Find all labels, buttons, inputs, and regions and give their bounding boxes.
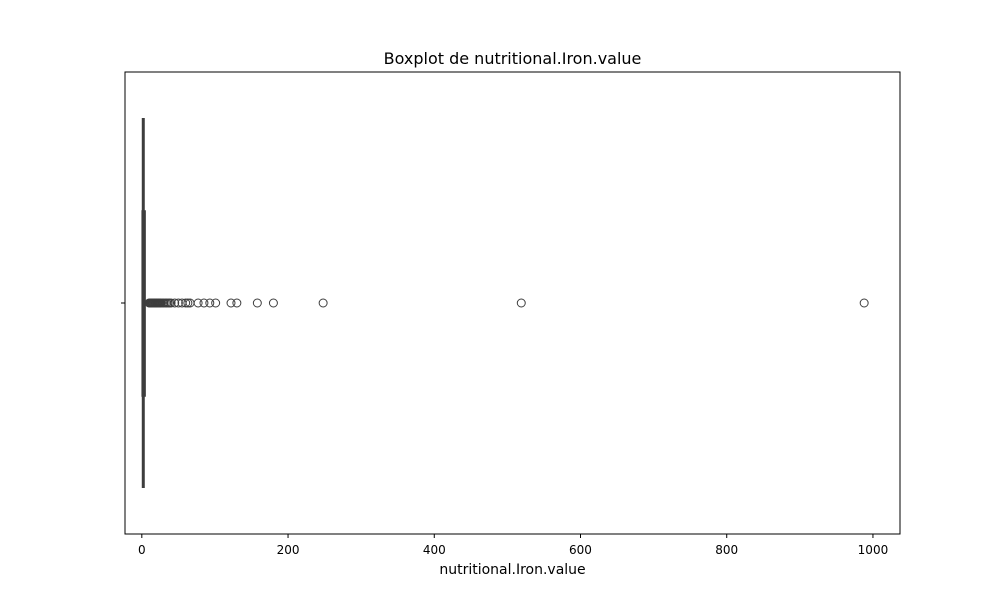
outlier-point xyxy=(205,298,215,308)
outlier-point xyxy=(166,298,176,308)
outlier-point xyxy=(183,298,193,308)
plot-area xyxy=(141,118,869,488)
outlier-point xyxy=(516,298,526,308)
outlier-point xyxy=(268,298,278,308)
outlier-point xyxy=(211,298,221,308)
x-tick-label: 200 xyxy=(277,543,300,557)
outlier-point xyxy=(252,298,262,308)
x-tick-label: 400 xyxy=(423,543,446,557)
outlier-point xyxy=(859,298,869,308)
outlier-point xyxy=(199,298,209,308)
outlier-point xyxy=(226,298,236,308)
outlier-point xyxy=(318,298,328,308)
x-tick-label: 800 xyxy=(715,543,738,557)
x-tick-label: 1000 xyxy=(858,543,889,557)
outlier-point xyxy=(181,298,191,308)
x-tick-label: 600 xyxy=(569,543,592,557)
outlier-point xyxy=(170,298,180,308)
x-axis: 0 200 400 600 800 1000 xyxy=(138,534,888,557)
outlier-point xyxy=(173,298,183,308)
chart-title: Boxplot de nutritional.Iron.value xyxy=(384,49,642,68)
x-axis-label: nutritional.Iron.value xyxy=(439,562,585,578)
outlier-point xyxy=(193,298,203,308)
outlier-point xyxy=(232,298,242,308)
x-tick-label: 0 xyxy=(138,543,146,557)
